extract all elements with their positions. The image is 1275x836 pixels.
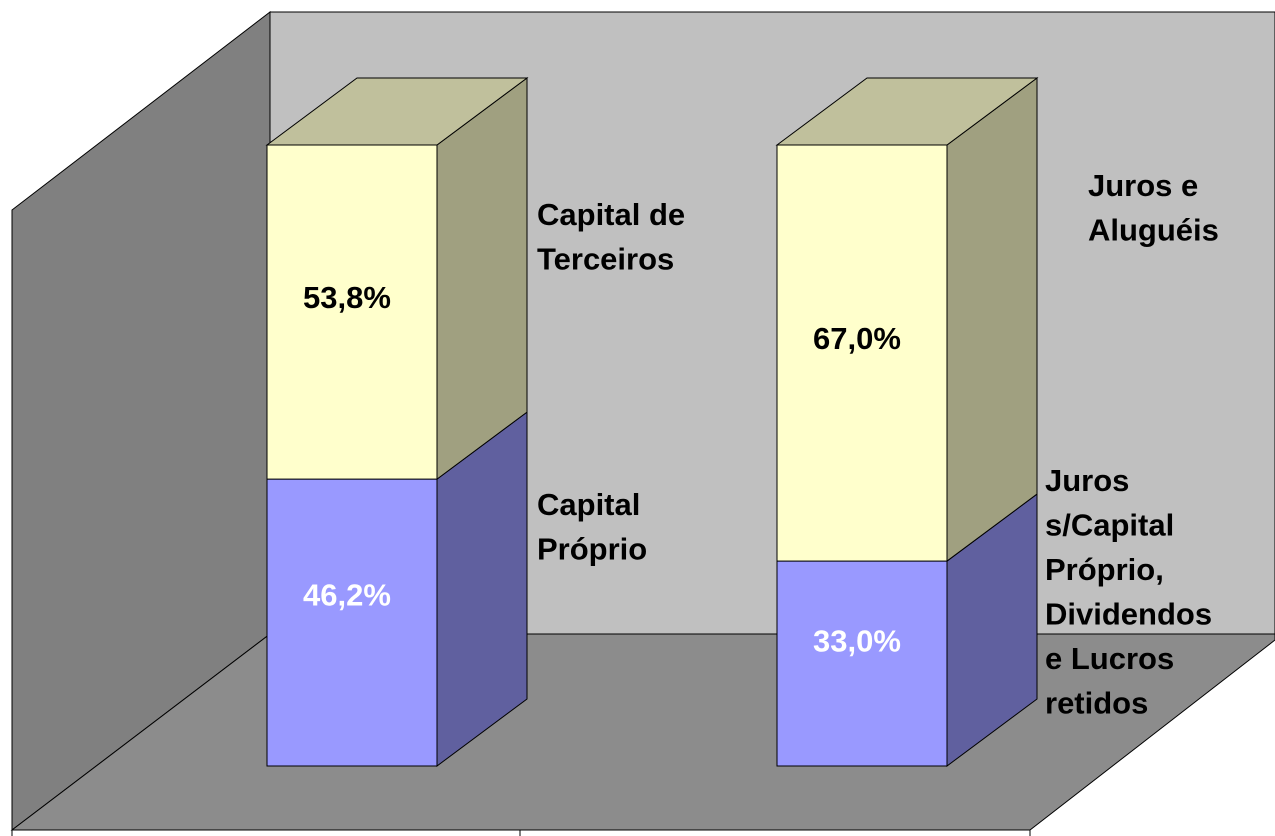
segment-label: s/Capital [1045,508,1174,543]
segment-label: Capital [537,487,640,522]
bar-segment [776,560,948,767]
bar-segment [266,144,438,480]
segment-label: Juros [1045,463,1129,498]
segment-label: Terceiros [537,242,674,277]
bar-top [775,77,1039,146]
bar-segment [776,144,948,562]
segment-label: retidos [1045,686,1148,721]
value-label: 67,0% [813,321,901,356]
segment-label: Próprio [537,532,647,567]
bar-segment [266,478,438,767]
bar-top [265,77,529,146]
segment-label: e Lucros [1045,641,1174,676]
value-label: 33,0% [813,624,901,659]
segment-label: Próprio, [1045,552,1164,587]
segment-label: Dividendos [1045,597,1212,632]
segment-label: Juros e [1088,168,1198,203]
segment-label: Capital de [537,197,685,232]
bar-side [946,77,1038,563]
bar-side [436,77,528,481]
segment-label: Aluguéis [1088,213,1219,248]
value-label: 53,8% [303,280,391,315]
value-label: 46,2% [303,578,391,613]
